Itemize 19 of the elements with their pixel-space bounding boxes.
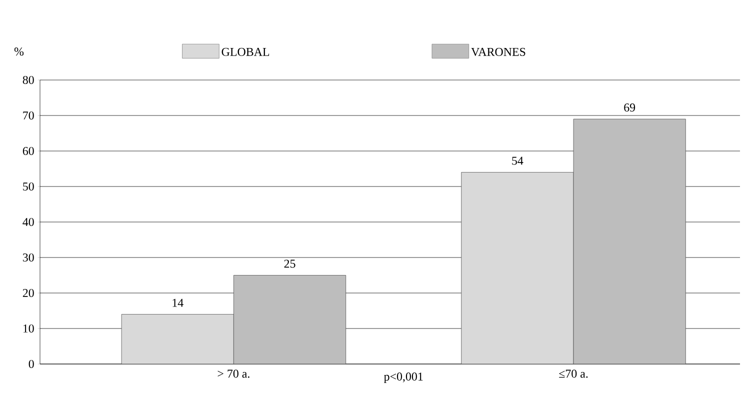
y-tick-label: 0 [28,360,34,368]
y-tick-label: 70 [23,111,34,120]
data-label: 69 [624,103,636,112]
y-axis-title: % [14,48,24,56]
x-tick-label: ≤70 a. [559,370,588,378]
y-tick-label: 50 [23,182,34,191]
text: p<0,001 [384,372,423,384]
data-label: 14 [172,298,184,307]
data-label: 54 [512,156,524,165]
y-tick-label: 20 [22,288,34,298]
y-tick-label: 40 [22,218,34,226]
legend-label: GLOBAL [222,48,270,56]
y-tick-label: 10 [23,324,34,333]
data-label: 25 [284,260,296,268]
y-tick-label: 30 [22,253,34,262]
y-tick-label: 60 [22,146,34,156]
x-tick-label: > 70 a. [218,370,250,378]
y-tick-label: 80 [22,76,34,84]
legend-label: VARONES [471,48,526,56]
